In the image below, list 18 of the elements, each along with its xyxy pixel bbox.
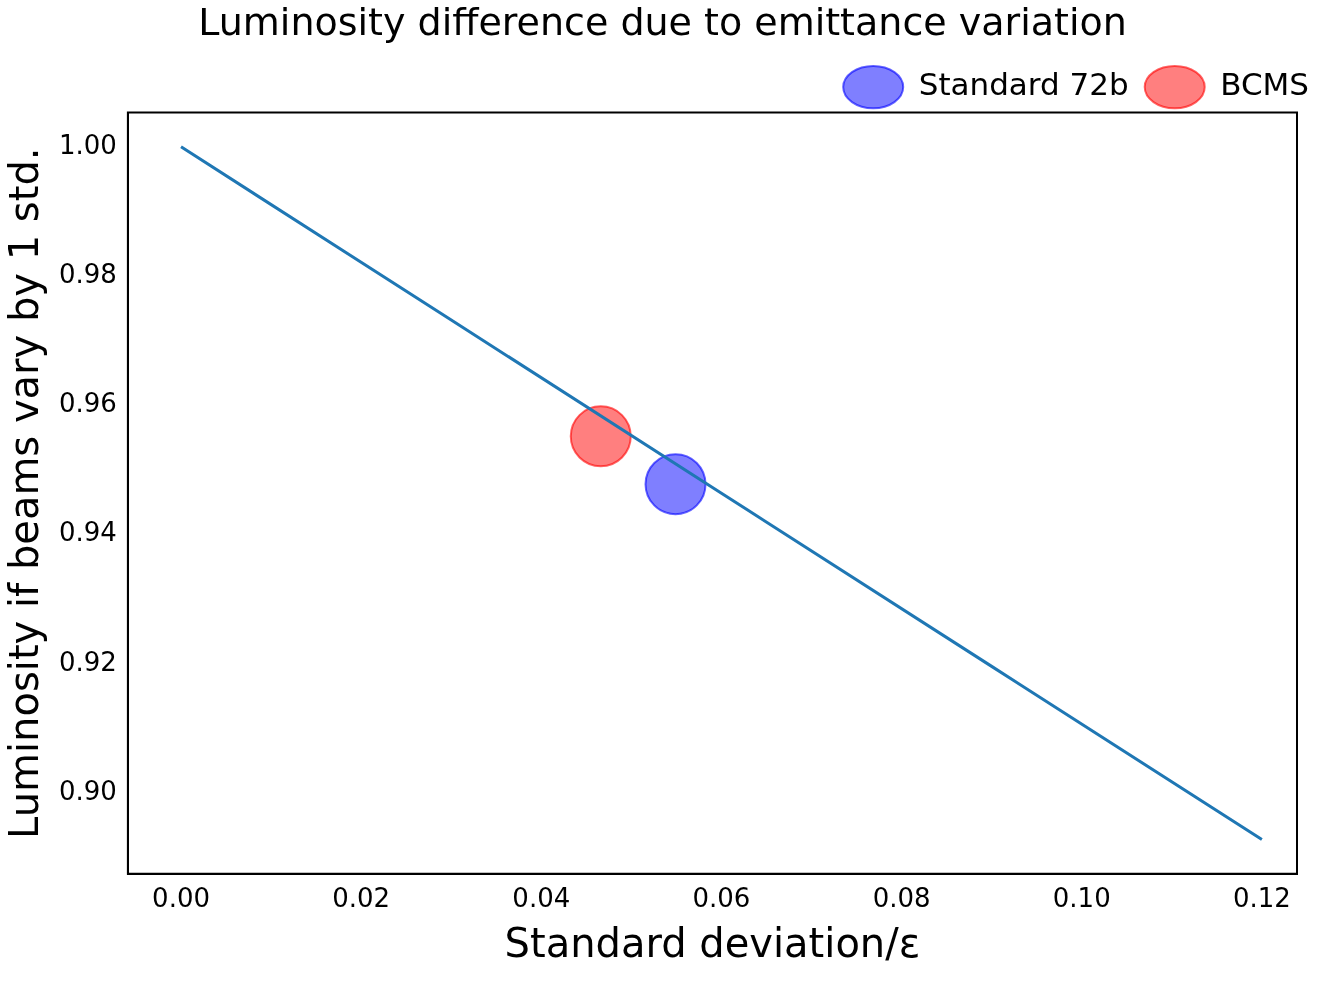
x-tick-label: 0.12 bbox=[1232, 883, 1291, 914]
x-tick-label: 0.04 bbox=[512, 883, 571, 914]
y-tick-label: 0.98 bbox=[59, 258, 117, 289]
x-tick-label: 0.06 bbox=[692, 883, 751, 914]
legend-label: BCMS bbox=[1220, 66, 1309, 103]
y-tick-label: 0.96 bbox=[59, 388, 117, 419]
y-tick-label: 0.94 bbox=[59, 517, 117, 548]
y-tick-label: 1.00 bbox=[59, 129, 117, 160]
chart-title: Luminosity difference due to emittance variation bbox=[198, 0, 1127, 44]
x-tick-label: 0.00 bbox=[152, 883, 210, 914]
x-axis-title: Standard deviation/ε bbox=[504, 920, 921, 967]
legend-label: Standard 72b bbox=[918, 66, 1129, 103]
x-tick-label: 0.08 bbox=[872, 883, 931, 914]
x-tick-label: 0.10 bbox=[1052, 883, 1111, 914]
y-tick-label: 0.90 bbox=[59, 775, 117, 806]
y-tick-label: 0.92 bbox=[59, 646, 117, 677]
x-tick-label: 0.02 bbox=[332, 883, 391, 914]
y-axis-title: Luminosity if beams vary by 1 std. bbox=[1, 147, 48, 839]
